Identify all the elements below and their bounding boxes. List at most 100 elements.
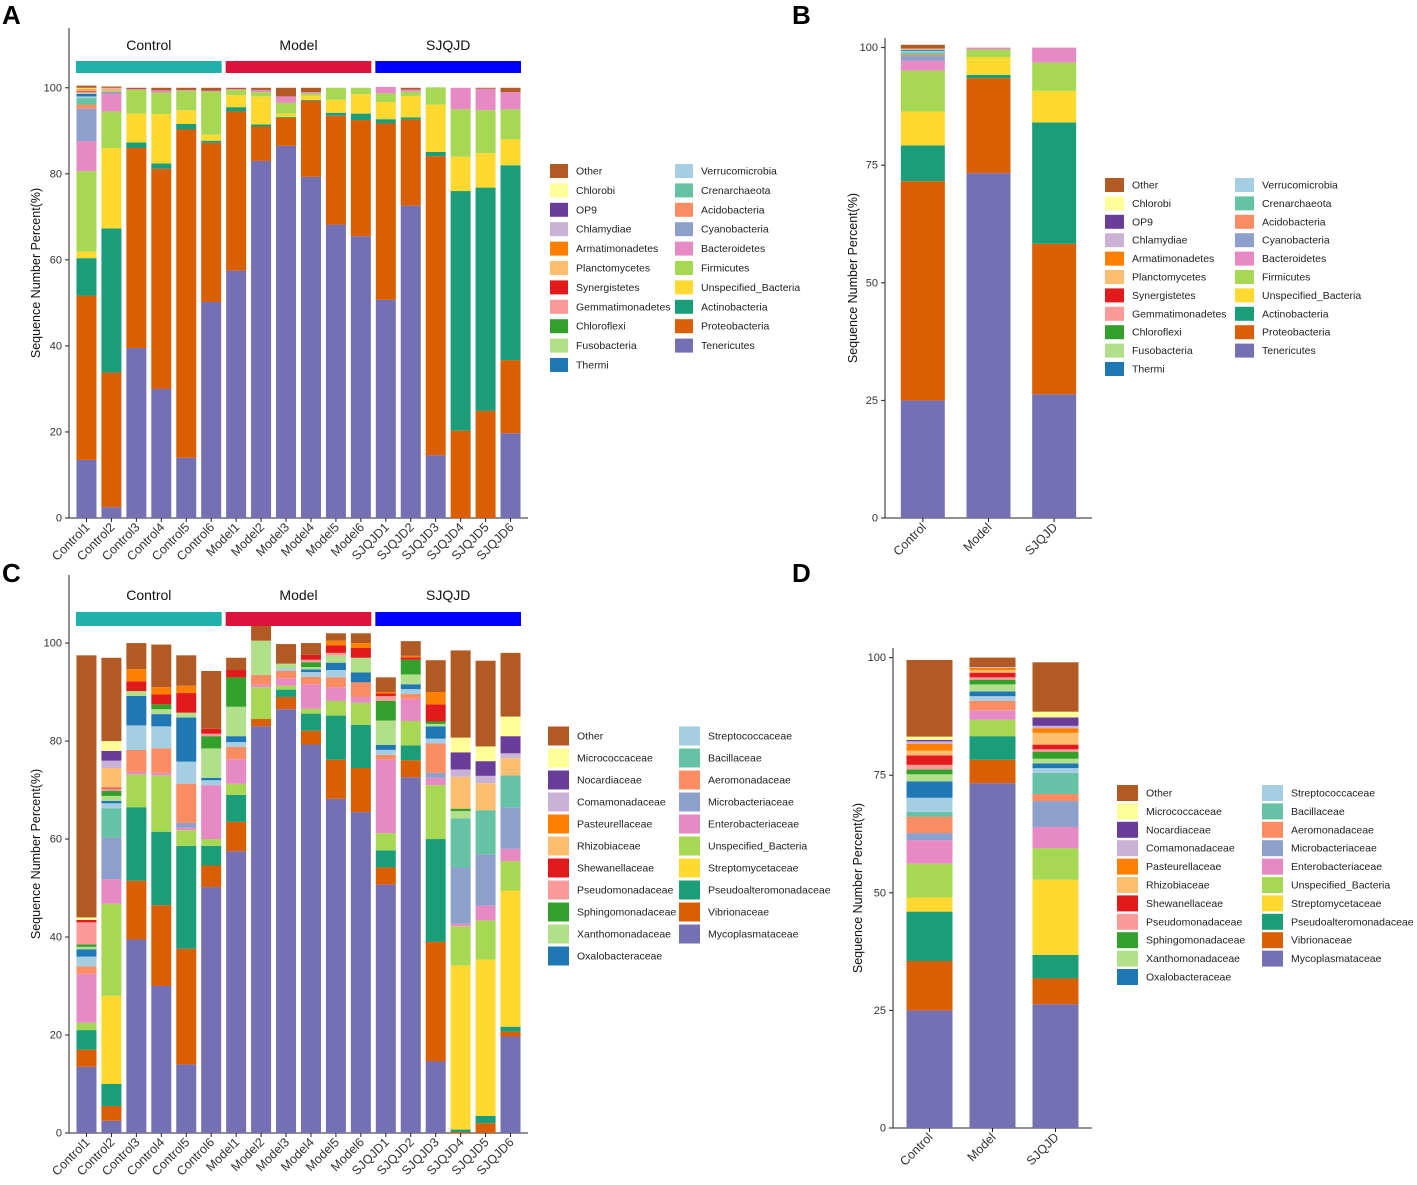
panel-d-legend-label-unspecified-bacteria: Unspecified_Bacteria	[1291, 880, 1390, 892]
panel-a-bar-control5-firmicutes	[176, 90, 197, 111]
panel-c-bar-sjqjd6-mycoplasmataceae	[500, 1036, 521, 1133]
panel-d-legend-label-other: Other	[1146, 788, 1173, 800]
panel-b-legend-swatch-armatimonadetes	[1105, 251, 1124, 266]
panel-a-bar-model1-actinobacteria	[226, 107, 247, 112]
panel-d-legend-swatch-rhizobiaceae	[1117, 877, 1138, 893]
panel-d-bar-control-vibrionaceae	[906, 961, 953, 1011]
panel-c-bar-sjqjd6-vibrionaceae	[500, 1031, 521, 1037]
panel-d-bar-sjqjd-pseudoalteromonadaceae	[1032, 954, 1079, 979]
panel-d-bar-sjqjd-other	[1032, 662, 1079, 712]
panel-c-bar-model6-aeromonadaceae	[350, 682, 371, 697]
panel-c-bar-control5-oxalobacteraceae	[176, 717, 197, 762]
panel-c-bar-control2-unspecified-bacteria	[101, 903, 122, 996]
panel-d-legend-swatch-sphingomonadaceae	[1117, 932, 1138, 949]
panel-b-legend-label-verrucomicrobia: Verrucomicrobia	[1262, 180, 1338, 192]
panel-d-bar-model-pseudomonadaceae	[969, 677, 1016, 680]
panel-b-legend-label-planctomycetes: Planctomycetes	[1132, 272, 1206, 284]
panel-c-bar-sjqjd5-pseudoalteromonadaceae	[475, 1115, 496, 1124]
panel-d-legend-label-oxalobacteraceae: Oxalobacteraceae	[1146, 972, 1231, 984]
panel-c-bar-sjqjd2-sphingomonadaceae	[400, 659, 421, 675]
panel-c-bar-control2-micrococcaceae	[101, 741, 122, 751]
panel-a-bar-control1-chlorobi	[76, 87, 97, 89]
panel-d-bar-sjqjd-vibrionaceae	[1032, 978, 1079, 1005]
panel-b-bar-sjqjd-unspecified-bacteria	[1032, 90, 1077, 123]
panel-a-legend-label-proteobacteria: Proteobacteria	[701, 321, 769, 333]
panel-c-bar-sjqjd6-streptomycetaceae	[500, 890, 521, 1027]
panel-c-bar-control6-enterobacteriaceae	[201, 785, 222, 840]
panel-c-bar-sjqjd3-streptococcaceae	[425, 738, 446, 744]
panel-a-bar-control5-bacteroidetes	[176, 89, 197, 91]
panel-d-bar-sjqjd-unspecified-bacteria	[1032, 848, 1079, 880]
panel-c-bar-control2-vibrionaceae	[101, 1106, 122, 1121]
panel-c-legend-label-micrococcaceae: Micrococcaceae	[577, 753, 653, 765]
panel-c-bar-sjqjd2-xanthomonadaceae	[400, 674, 421, 685]
panel-c-bar-model6-mycoplasmataceae	[350, 812, 371, 1133]
panel-c-bar-model1-streptococcaceae	[226, 742, 247, 747]
panel-a-bar-control5-actinobacteria	[176, 123, 197, 130]
panel-b-bar-sjqjd-bacteroidetes	[1032, 47, 1077, 63]
panel-a-legend-label-op9: OP9	[576, 204, 597, 216]
panel-c-legend-swatch-nocardiaceae	[548, 770, 569, 790]
panel-d-bar-model-aeromonadaceae	[969, 700, 1016, 711]
panel-c-bar-control4-mycoplasmataceae	[151, 986, 172, 1133]
panel-c-bar-model6-xanthomonadaceae	[350, 657, 371, 673]
panel-a-bar-control4-proteobacteria	[151, 168, 172, 389]
panel-c-bar-model4-aeromonadaceae	[300, 676, 321, 685]
panel-c-bar-control2-rhizobiaceae	[101, 768, 122, 788]
panel-b-bar-control-unspecified-bacteria	[900, 111, 945, 146]
panel-c-bar-model1-pseudoalteromonadaceae	[226, 794, 247, 822]
panel-c-bar-sjqjd4-micrococcaceae	[450, 737, 471, 753]
panel-b-legend-label-chlamydiae: Chlamydiae	[1132, 235, 1188, 247]
panel-b-legend-swatch-planctomycetes	[1105, 270, 1124, 284]
panel-c-bar-model1-other	[226, 657, 247, 671]
panel-a-bar-control1-tenericutes	[76, 459, 97, 518]
panel-c-bar-model1-shewanellaceae	[226, 670, 247, 678]
panel-b-legend-swatch-proteobacteria	[1235, 325, 1254, 340]
panel-c-legend-swatch-bacillaceae	[679, 748, 700, 768]
panel-b-legend-label-bacteroidetes: Bacteroidetes	[1262, 253, 1326, 265]
panel-d-legend-label-streptococcaceae: Streptococcaceae	[1291, 788, 1375, 800]
panel-c-bar-sjqjd4-microbacteriaceae	[450, 867, 471, 924]
panel-a-bar-model2-proteobacteria	[251, 126, 272, 161]
panel-a-bar-model4-tenericutes	[300, 176, 321, 518]
panel-c-bar-sjqjd5-vibrionaceae	[475, 1123, 496, 1133]
panel-c-bar-sjqjd2-unspecified-bacteria	[400, 720, 421, 746]
panel-c-bar-model6-unspecified-bacteria	[350, 702, 371, 725]
panel-b-legend-label-thermi: Thermi	[1132, 364, 1165, 376]
panel-c-bar-control1-aeromonadaceae	[76, 966, 97, 974]
panel-c-bar-control1-oxalobacteraceae	[76, 949, 97, 957]
panel-a-group-label-model: Model	[279, 37, 317, 53]
panel-a-bar-sjqjd5-proteobacteria	[475, 410, 496, 518]
panel-d-bar-model-streptococcaceae	[969, 696, 1016, 701]
panel-a-bar-model3-tenericutes	[276, 145, 297, 519]
panel-c-bar-control6-mycoplasmataceae	[201, 887, 222, 1133]
panel-b-ytick-label: 75	[866, 160, 878, 172]
panel-c-bar-control1-mycoplasmataceae	[76, 1066, 97, 1133]
panel-c-legend-swatch-unspecified-bacteria	[679, 836, 700, 856]
panel-b-legend-swatch-thermi	[1105, 362, 1124, 376]
panel-c-bar-control1-pseudomonadaceae	[76, 922, 97, 945]
panel-d-legend-label-streptomycetaceae: Streptomycetaceae	[1291, 898, 1382, 910]
panel-d-legend-label-mycoplasmataceae: Mycoplasmataceae	[1291, 953, 1382, 965]
panel-a-legend-label-chloroflexi: Chloroflexi	[576, 321, 626, 333]
panel-d-legend-label-comamonadaceae: Comamonadaceae	[1146, 843, 1235, 855]
panel-c-bar-sjqjd3-pseudoalteromonadaceae	[425, 839, 446, 942]
panel-a-ytick-label: 80	[50, 168, 62, 180]
panel-c-bar-control5-unspecified-bacteria	[176, 830, 197, 846]
panel-c-bar-control6-streptococcaceae	[201, 780, 222, 786]
panel-a-bar-model6-tenericutes	[350, 236, 371, 518]
panel-c-bar-control1-micrococcaceae	[76, 917, 97, 920]
panel-c-legend-swatch-comamonadaceae	[548, 792, 569, 812]
panel-c-bar-control2-sphingomonadaceae	[101, 791, 122, 796]
panel-c-bar-sjqjd1-mycoplasmataceae	[375, 884, 396, 1133]
panel-a-bar-model6-unspecified-bacteria	[350, 94, 371, 114]
panel-c-chart: 0 20 40 60 80 100 Sequence Number Percent(%) Co…	[29, 575, 831, 1179]
panel-a-bar-model2-actinobacteria	[251, 124, 272, 127]
panel-b-ytick-label: 50	[866, 277, 878, 289]
panel-b-bar-control-acidobacteria	[900, 54, 945, 57]
panel-c-bar-control4-shewanellaceae	[151, 694, 172, 705]
panel-a-bar-model3-firmicutes	[276, 102, 297, 114]
panel-a-legend-swatch-fusobacteria	[550, 338, 568, 353]
panel-d-legend-label-rhizobiaceae: Rhizobiaceae	[1146, 880, 1210, 892]
panel-d-ytick-label: 75	[874, 770, 886, 782]
